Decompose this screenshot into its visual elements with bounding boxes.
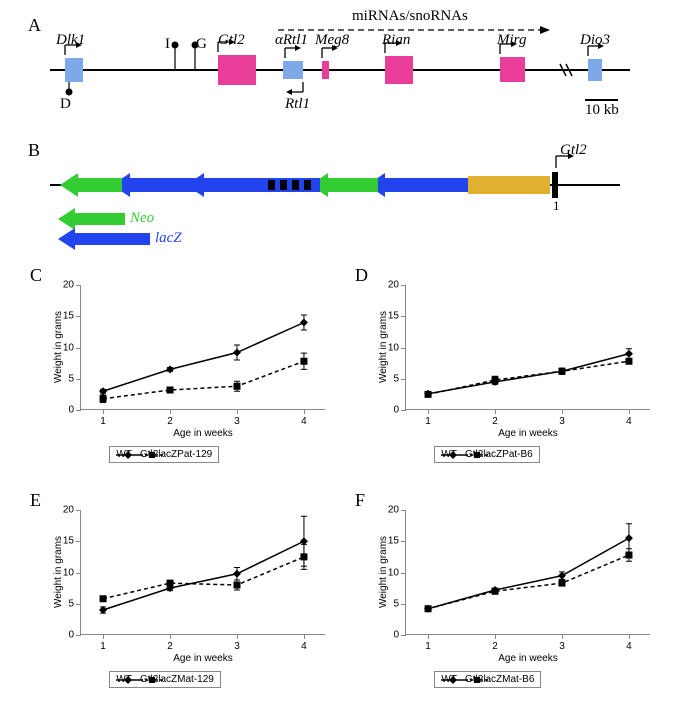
mirg-label: Mirg: [497, 32, 526, 49]
rian-label: Rian: [382, 32, 410, 49]
rtl1-label: Rtl1: [285, 96, 310, 113]
meg8-label: Meg8: [315, 32, 349, 49]
g-label: G: [196, 36, 207, 53]
panel-a-diagram: [0, 0, 685, 130]
d-label: D: [60, 96, 71, 113]
exon1-label: 1: [553, 198, 560, 214]
gtl2-label: Gtl2: [218, 32, 245, 49]
neo-label: Neo: [130, 210, 154, 227]
chart-f: F051015201234Age in weeksWeight in grams…: [360, 500, 660, 690]
chart-d: D051015201234Age in weeksWeight in grams…: [360, 275, 660, 465]
chart-c: C051015201234Age in weeksWeight in grams…: [35, 275, 335, 465]
i-label: I: [165, 36, 170, 53]
panel-b-diagram: [0, 140, 685, 250]
dlk1-label: Dlk1: [56, 32, 85, 49]
artl1-label: αRtl1: [275, 32, 308, 49]
scale-label: 10 kb: [585, 102, 619, 119]
chart-e: E051015201234Age in weeksWeight in grams…: [35, 500, 335, 690]
lacz-label: lacZ: [155, 230, 182, 247]
dio3-label: Dio3: [580, 32, 610, 49]
